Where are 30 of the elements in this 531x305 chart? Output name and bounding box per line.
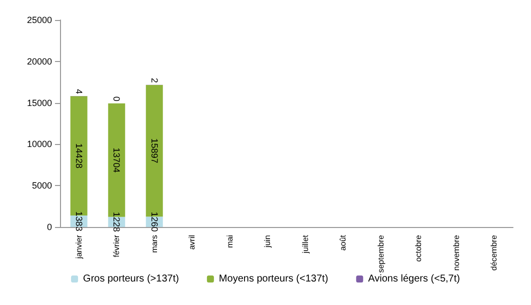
x-tick-label: juin [263, 235, 272, 248]
y-tick-label: 10000 [26, 139, 52, 150]
x-tick-label: janvier [74, 234, 84, 260]
x-tick-label: octobre [414, 234, 424, 262]
x-tick-label: avril [188, 234, 197, 250]
data-label: 0 [112, 96, 122, 102]
x-tick-label: juillet [300, 234, 310, 254]
data-label: 1260 [149, 212, 160, 232]
data-label: 15897 [149, 138, 160, 164]
data-label: 4 [74, 89, 84, 94]
legend-label: Gros porteurs (>137t) [83, 274, 179, 284]
x-tick-label: septembre [376, 234, 386, 273]
y-tick-label: 20000 [26, 56, 52, 66]
data-label: 1383 [74, 211, 84, 232]
data-label: 13704 [112, 148, 122, 173]
y-tick-label: 5000 [32, 180, 52, 191]
x-tick-label: mai [225, 234, 234, 248]
data-label: 2 [149, 78, 160, 83]
legend-label: Avions légers (<5,7t) [368, 274, 460, 284]
x-tick-label: février [112, 234, 122, 258]
y-tick-label: 15000 [26, 98, 52, 108]
y-tick-label: 0 [46, 222, 52, 232]
x-tick-label: mars [150, 235, 159, 253]
data-label: 14428 [74, 143, 84, 168]
x-tick-label: décembre [490, 234, 499, 271]
legend-label: Moyens porteurs (<137t) [218, 274, 328, 284]
data-label: 1228 [112, 212, 122, 232]
x-tick-label: août [338, 234, 348, 251]
y-tick-label: 25000 [26, 15, 52, 25]
x-tick-label: novembre [452, 234, 461, 271]
